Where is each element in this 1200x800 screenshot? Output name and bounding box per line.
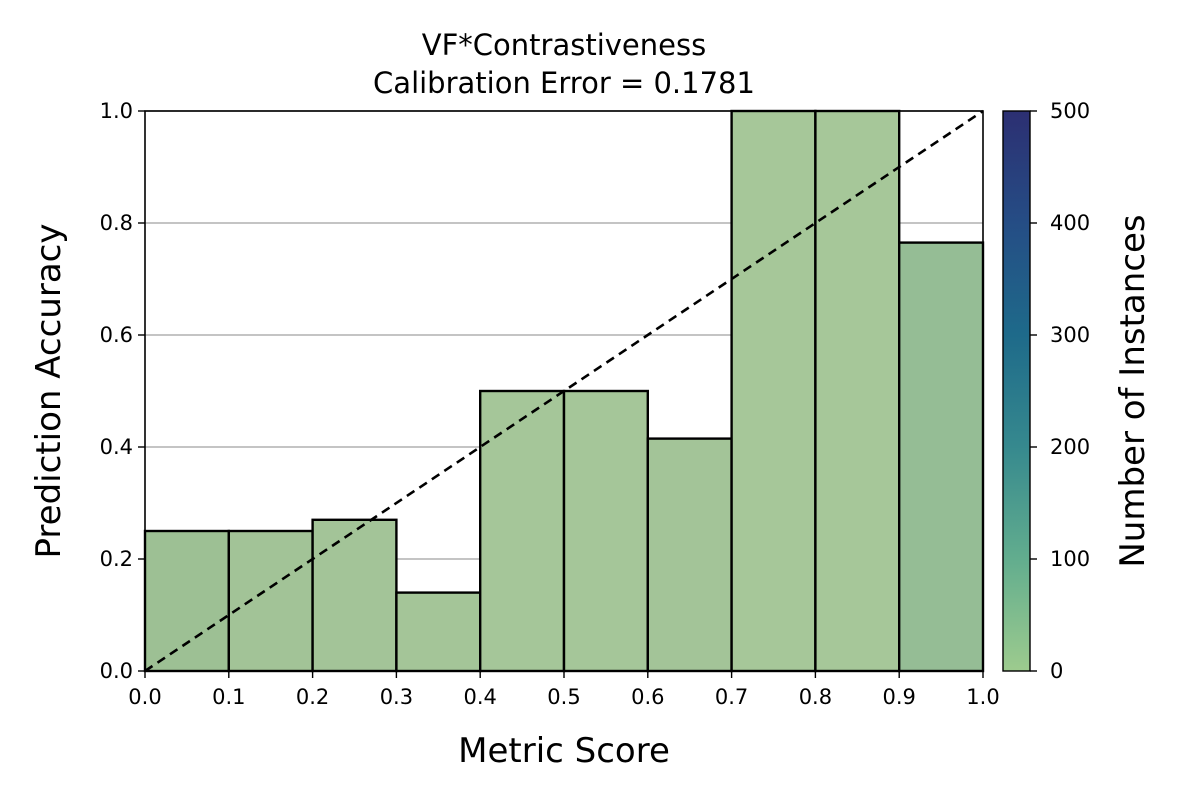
bar-bin-4 xyxy=(479,389,566,673)
y-tick-label-1: 0.2 xyxy=(100,547,133,571)
x-axis-ticks: 0.0 0.1 0.2 0.3 0.4 0.5 0.6 0.7 0.8 0.9 1.0 xyxy=(128,671,1000,709)
bar-bin-6 xyxy=(646,437,733,673)
x-tick-label-4: 0.4 xyxy=(463,685,496,709)
bar-bin-1 xyxy=(227,529,314,673)
x-tick-label-8: 0.8 xyxy=(799,685,832,709)
bar-bin-7 xyxy=(730,109,817,673)
chart-subtitle: Calibration Error = 0.1781 xyxy=(373,66,755,100)
colorbar-tick-label-5: 500 xyxy=(1050,99,1090,123)
y-tick-label-0: 0.0 xyxy=(100,659,133,683)
x-tick-label-9: 0.9 xyxy=(882,685,915,709)
y-tick-label-3: 0.6 xyxy=(100,323,133,347)
x-tick-label-3: 0.3 xyxy=(380,685,413,709)
x-tick-label-10: 1.0 xyxy=(966,685,999,709)
y-tick-label-4: 0.8 xyxy=(100,211,133,235)
bar-bin-9 xyxy=(898,241,985,673)
bar-bin-5 xyxy=(562,389,650,673)
colorbar xyxy=(1002,110,1031,672)
x-tick-label-6: 0.6 xyxy=(631,685,664,709)
y-axis-label: Prediction Accuracy xyxy=(29,224,69,559)
bars xyxy=(143,109,985,673)
x-tick-label-0: 0.0 xyxy=(128,685,161,709)
colorbar-ticks: 0 100 200 300 400 500 xyxy=(1030,99,1090,683)
bar-bin-2 xyxy=(311,518,398,673)
colorbar-tick-label-4: 400 xyxy=(1050,211,1090,235)
colorbar-tick-label-1: 100 xyxy=(1050,547,1090,571)
y-axis-ticks: 0.0 0.2 0.4 0.6 0.8 1.0 xyxy=(100,99,145,683)
bar-bin-3 xyxy=(395,591,482,673)
chart-title: VF*Contrastiveness xyxy=(422,28,706,62)
bar-bin-0 xyxy=(143,529,231,673)
x-tick-label-7: 0.7 xyxy=(715,685,748,709)
x-tick-label-2: 0.2 xyxy=(296,685,329,709)
x-tick-label-1: 0.1 xyxy=(212,685,245,709)
y-tick-label-2: 0.4 xyxy=(100,435,133,459)
y-tick-label-5: 1.0 xyxy=(100,99,133,123)
colorbar-tick-label-0: 0 xyxy=(1050,659,1063,683)
colorbar-tick-label-2: 200 xyxy=(1050,435,1090,459)
reference-diagonal xyxy=(144,109,984,673)
x-axis-label: Metric Score xyxy=(458,731,670,771)
colorbar-label: Number of Instances xyxy=(1113,214,1153,567)
colorbar-tick-label-3: 300 xyxy=(1050,323,1090,347)
x-tick-label-5: 0.5 xyxy=(547,685,580,709)
